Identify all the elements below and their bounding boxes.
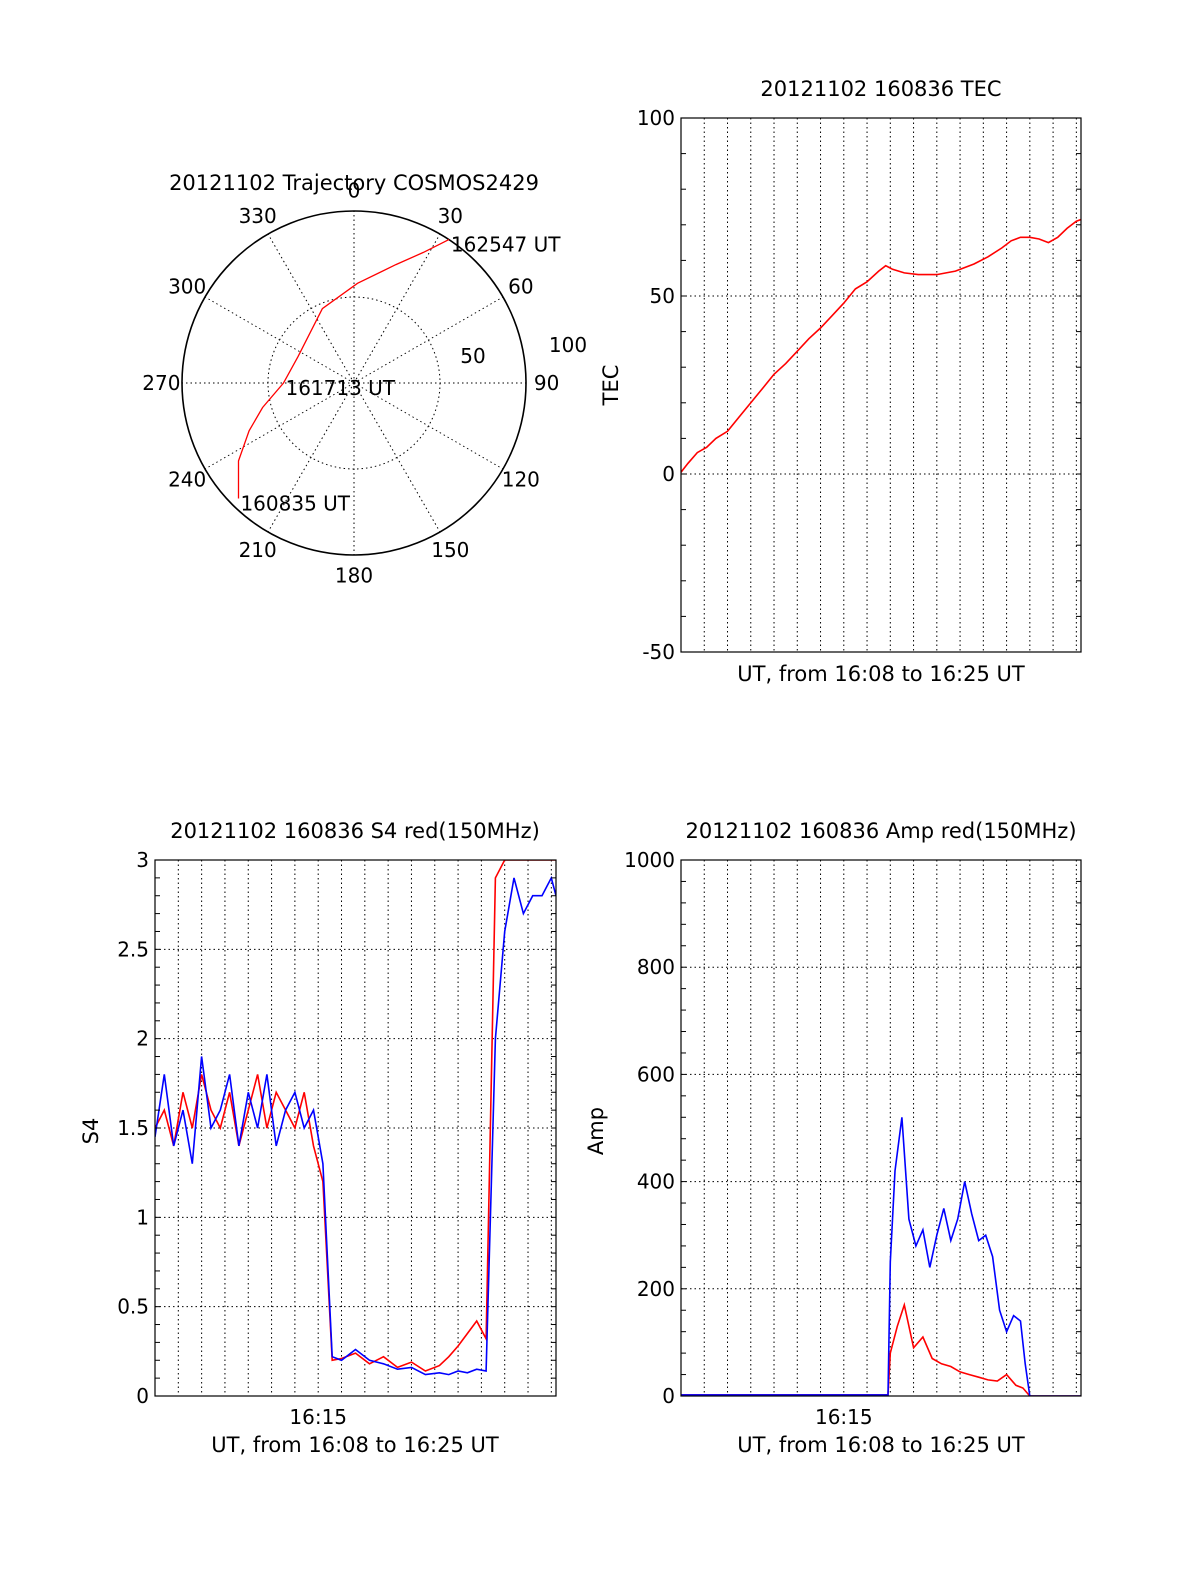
s4-series [155, 860, 556, 1376]
tec-series-line-0 [681, 218, 1081, 473]
amp-series-line-1 [681, 1117, 1081, 1396]
polar-spoke [267, 382, 355, 533]
polar-angle-label: 240 [168, 467, 206, 491]
polar-angle-label: 90 [534, 371, 559, 395]
amp-y-label: Amp [584, 1107, 608, 1155]
polar-grid [181, 210, 527, 556]
amp-y-tick-label: 0 [662, 1384, 675, 1408]
s4-grid [155, 860, 556, 1396]
s4-title: 20121102 160836 S4 red(150MHz) [170, 819, 540, 843]
polar-radius-labels: 50 100 [460, 333, 587, 368]
polar-radius-label: 100 [549, 333, 587, 357]
polar-angle-label: 150 [431, 538, 469, 562]
amp-y-tick-label: 800 [637, 955, 675, 979]
tec-x-label: UT, from 16:08 to 16:25 UT [737, 662, 1025, 686]
polar-angle-label: 270 [142, 371, 180, 395]
s4-y-tick-label: 1 [136, 1205, 149, 1229]
polar-spoke [353, 233, 441, 384]
polar-trajectory-series [237, 239, 450, 499]
polar-spoke [267, 233, 355, 384]
amp-y-tick-label: 1000 [624, 848, 675, 872]
s4-y-ticks: 3 2.5 2 1.5 1 0.5 0 16:15 [117, 848, 556, 1429]
tec-plot-frame [680, 117, 1082, 653]
tec-y-tick-label: 50 [650, 284, 675, 308]
polar-spoke [204, 382, 355, 470]
amp-series-line-0 [681, 1301, 1081, 1396]
s4-series-line-1 [155, 875, 556, 1376]
tec-y-tick-label: 100 [637, 106, 675, 130]
s4-y-tick-label: 3 [136, 848, 149, 872]
polar-angle-label: 30 [438, 204, 463, 228]
s4-y-tick-label: 1.5 [117, 1116, 149, 1140]
s4-series-line-0 [155, 860, 556, 1372]
polar-spoke [353, 382, 441, 533]
s4-chart: 20121102 160836 S4 red(150MHz) 3 2.5 2 1.5 1… [79, 819, 557, 1457]
amp-y-ticks: 1000 800 600 400 200 0 16:15 [624, 848, 1081, 1429]
s4-y-tick-label: 0 [136, 1384, 149, 1408]
polar-angle-label: 0 [348, 178, 361, 202]
polar-angle-label: 180 [335, 564, 373, 588]
s4-y-tick-label: 2 [136, 1027, 149, 1051]
polar-trajectory-labels: 160835 UT 161713 UT 162547 UT [240, 233, 561, 516]
amp-chart: 20121102 160836 Amp red(150MHz) 1000 800 6… [584, 819, 1082, 1457]
polar-angle-label: 60 [508, 275, 533, 299]
polar-angle-label: 120 [502, 467, 540, 491]
s4-y-tick-label: 0.5 [117, 1295, 149, 1319]
polar-spoke [204, 296, 355, 384]
tec-y-ticks: 100 50 0 -50 [637, 106, 1081, 664]
amp-series [681, 1117, 1081, 1396]
polar-angle-label: 330 [239, 204, 277, 228]
polar-spoke [353, 382, 504, 470]
s4-plot-frame [154, 859, 557, 1397]
amp-grid [681, 860, 1081, 1396]
polar-time-label: 162547 UT [451, 233, 561, 257]
tec-chart: 20121102 160836 TEC 100 50 0 -50 TEC UT, fr… [599, 77, 1082, 686]
tec-grid [681, 118, 1081, 652]
amp-y-tick-label: 200 [637, 1277, 675, 1301]
polar-trajectory-line [237, 239, 450, 499]
amp-plot-frame [680, 859, 1082, 1397]
tec-y-tick-label: 0 [662, 462, 675, 486]
polar-angle-label: 300 [168, 275, 206, 299]
polar-spoke [353, 296, 504, 384]
amp-x-tick-label: 16:15 [815, 1405, 873, 1429]
s4-y-label: S4 [79, 1118, 103, 1145]
s4-x-tick-label: 16:15 [289, 1405, 347, 1429]
tec-series [681, 218, 1081, 473]
amp-y-tick-label: 600 [637, 1062, 675, 1086]
polar-trajectory-chart: 20121102 Trajectory COSMOS2429 0 30 60 90 12… [142, 171, 587, 588]
tec-y-label: TEC [599, 365, 623, 407]
polar-time-label: 160835 UT [240, 492, 350, 516]
amp-title: 20121102 160836 Amp red(150MHz) [685, 819, 1076, 843]
polar-title: 20121102 Trajectory COSMOS2429 [169, 171, 539, 195]
s4-x-label: UT, from 16:08 to 16:25 UT [211, 1433, 499, 1457]
tec-title: 20121102 160836 TEC [760, 77, 1001, 101]
amp-x-label: UT, from 16:08 to 16:25 UT [737, 1433, 1025, 1457]
polar-radius-label: 50 [460, 344, 485, 368]
polar-time-label: 161713 UT [285, 376, 395, 400]
tec-y-tick-label: -50 [642, 640, 675, 664]
polar-angle-label: 210 [239, 538, 277, 562]
polar-angle-labels: 0 30 60 90 120 150 180 210 240 270 300 330 [142, 178, 559, 587]
amp-y-tick-label: 400 [637, 1170, 675, 1194]
s4-y-tick-label: 2.5 [117, 937, 149, 961]
